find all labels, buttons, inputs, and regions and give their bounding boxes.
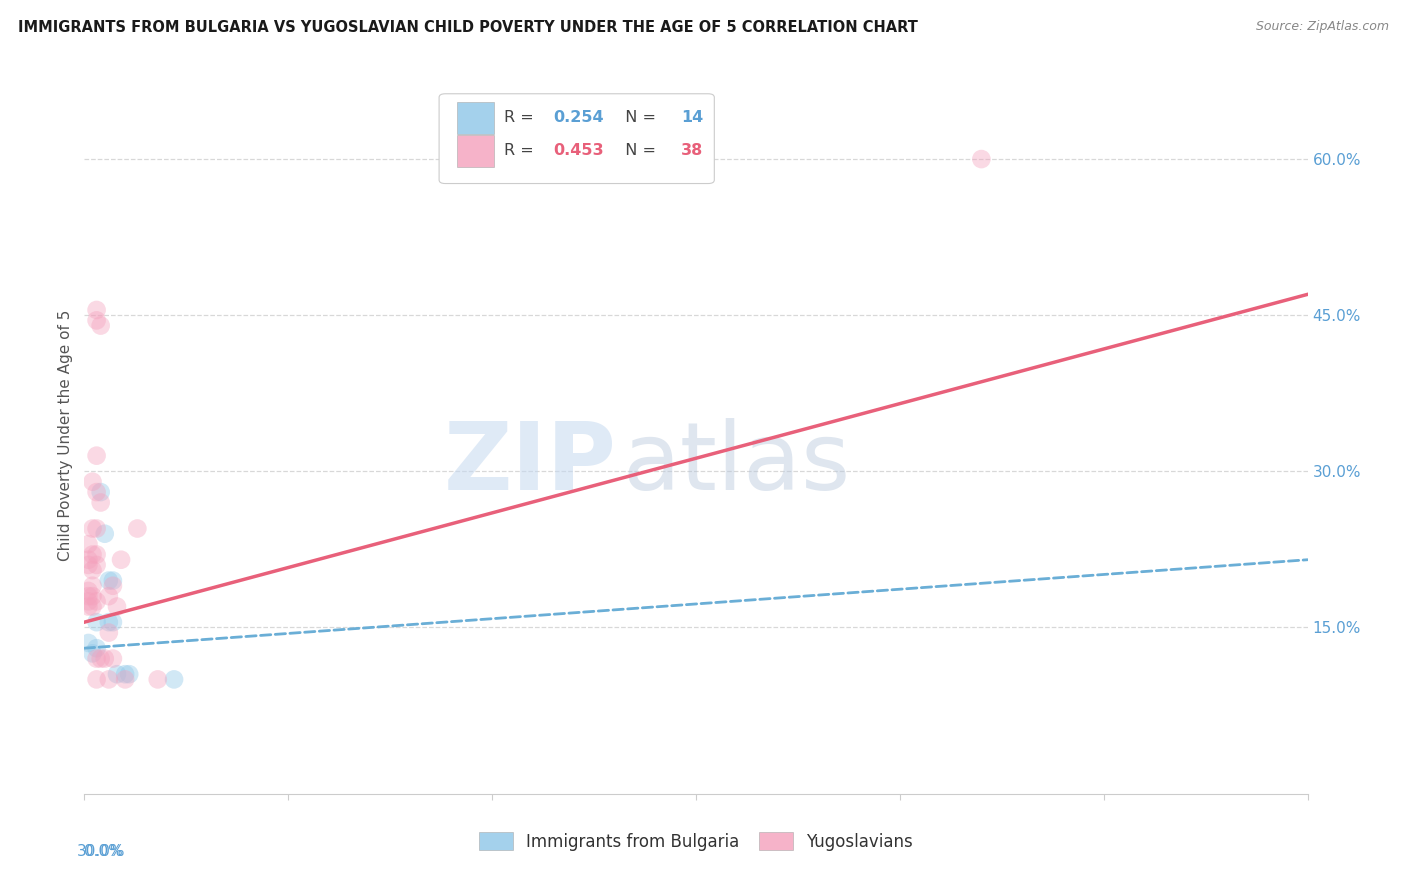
Point: [90, 651, 112, 665]
Text: R =: R =: [503, 111, 538, 126]
Point: [86, 615, 108, 630]
Text: atlas: atlas: [623, 417, 851, 509]
Point: [86, 558, 108, 572]
Point: [77, 599, 100, 614]
Point: [86, 594, 108, 608]
Text: Source: ZipAtlas.com: Source: ZipAtlas.com: [1256, 20, 1389, 33]
Point: [127, 521, 149, 535]
Point: [86, 521, 108, 535]
Point: [77, 558, 100, 572]
Point: [86, 485, 108, 500]
Text: N =: N =: [616, 144, 661, 159]
Point: [82, 563, 104, 577]
Point: [86, 548, 108, 562]
Point: [97, 625, 120, 640]
Point: [146, 673, 169, 687]
Point: [82, 548, 104, 562]
Point: [110, 552, 132, 567]
Point: [101, 579, 124, 593]
Point: [114, 673, 136, 687]
FancyBboxPatch shape: [457, 102, 494, 134]
Point: [82, 579, 104, 593]
Point: [77, 537, 100, 551]
Point: [93, 526, 115, 541]
Point: [82, 589, 104, 603]
Legend: Immigrants from Bulgaria, Yugoslavians: Immigrants from Bulgaria, Yugoslavians: [472, 825, 920, 857]
Text: ZIP: ZIP: [443, 417, 616, 509]
Point: [77, 594, 100, 608]
Point: [118, 667, 141, 681]
Point: [93, 651, 115, 665]
Text: 30.0%: 30.0%: [77, 844, 125, 859]
Point: [90, 495, 112, 509]
Point: [86, 313, 108, 327]
Y-axis label: Child Poverty Under the Age of 5: Child Poverty Under the Age of 5: [58, 310, 73, 560]
Point: [82, 475, 104, 489]
Point: [77, 552, 100, 567]
Point: [77, 583, 100, 598]
Point: [86, 651, 108, 665]
Text: 0.0%: 0.0%: [84, 844, 124, 859]
Text: N =: N =: [616, 111, 661, 126]
Point: [101, 651, 124, 665]
Point: [105, 667, 128, 681]
Point: [101, 574, 124, 588]
Point: [86, 449, 108, 463]
Point: [163, 673, 186, 687]
FancyBboxPatch shape: [457, 135, 494, 167]
Point: [97, 673, 120, 687]
Point: [114, 667, 136, 681]
Point: [82, 599, 104, 614]
Text: IMMIGRANTS FROM BULGARIA VS YUGOSLAVIAN CHILD POVERTY UNDER THE AGE OF 5 CORRELA: IMMIGRANTS FROM BULGARIA VS YUGOSLAVIAN …: [18, 20, 918, 35]
Point: [97, 574, 120, 588]
FancyBboxPatch shape: [439, 94, 714, 184]
Text: 0.254: 0.254: [553, 111, 603, 126]
Point: [82, 521, 104, 535]
Point: [101, 615, 124, 630]
Point: [82, 646, 104, 660]
Point: [105, 599, 128, 614]
Point: [970, 152, 993, 166]
Text: 14: 14: [682, 111, 703, 126]
Text: 0.453: 0.453: [553, 144, 603, 159]
Point: [77, 589, 100, 603]
Point: [86, 302, 108, 317]
Point: [90, 485, 112, 500]
Point: [86, 673, 108, 687]
Point: [90, 318, 112, 333]
Point: [86, 641, 108, 656]
Text: 38: 38: [682, 144, 703, 159]
Text: R =: R =: [503, 144, 538, 159]
Point: [97, 589, 120, 603]
Point: [97, 615, 120, 630]
Point: [77, 636, 100, 650]
